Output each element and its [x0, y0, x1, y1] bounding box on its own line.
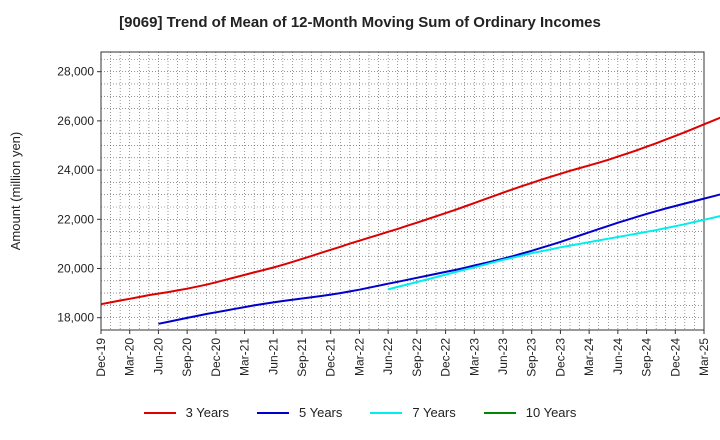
legend: 3 Years 5 Years 7 Years 10 Years: [0, 405, 720, 420]
x-tick-label: Mar-22: [352, 338, 366, 376]
x-tick-label: Dec-20: [209, 338, 223, 377]
x-tick-label: Dec-22: [439, 338, 453, 377]
legend-item-5-years: 5 Years: [257, 405, 342, 420]
x-tick-label: Mar-24: [582, 338, 596, 376]
legend-item-3-years: 3 Years: [143, 405, 229, 420]
x-tick-label: Dec-23: [553, 338, 567, 377]
legend-swatch: [143, 411, 176, 414]
y-tick-label: 22,000: [57, 212, 94, 226]
y-tick-label: 24,000: [57, 163, 94, 177]
x-tick-label: Mar-23: [467, 338, 481, 376]
chart-title: [9069] Trend of Mean of 12-Month Moving …: [119, 14, 601, 31]
legend-item-10-years: 10 Years: [483, 405, 577, 420]
x-tick-label: Dec-24: [668, 338, 682, 377]
x-tick-label: Jun-24: [611, 338, 625, 375]
x-tick-label: Jun-23: [496, 338, 510, 375]
x-tick-label: Mar-21: [238, 338, 252, 376]
series-line-7-years: [387, 215, 720, 291]
legend-swatch: [483, 411, 516, 414]
x-tick-label: Sep-23: [525, 338, 539, 377]
y-axis: 18,000 20,000 22,000 24,000 26,000 28,000: [57, 65, 101, 325]
x-tick-label: Sep-24: [640, 338, 654, 377]
series-line-3-years: [100, 116, 720, 306]
legend-label: 3 Years: [185, 405, 229, 420]
y-tick-label: 28,000: [57, 65, 94, 79]
legend-swatch: [370, 411, 403, 414]
y-tick-label: 26,000: [57, 114, 94, 128]
x-tick-label: Sep-21: [295, 338, 309, 377]
x-tick-label: Mar-20: [123, 338, 137, 376]
y-tick-label: 18,000: [57, 311, 94, 325]
series-line-5-years: [158, 193, 720, 325]
y-tick-label: 20,000: [57, 261, 94, 275]
x-tick-label: Jun-21: [266, 338, 280, 375]
x-tick-label: Jun-20: [151, 338, 165, 375]
x-tick-label: Mar-25: [697, 338, 711, 376]
x-tick-label: Jun-22: [381, 338, 395, 375]
plot-frame: [100, 51, 705, 331]
x-tick-label: Sep-20: [180, 338, 194, 377]
legend-label: 10 Years: [525, 405, 577, 420]
legend-label: 7 Years: [412, 405, 456, 420]
x-tick-label: Dec-19: [94, 338, 108, 377]
x-tick-label: Dec-21: [324, 338, 338, 377]
x-axis: Dec-19 Mar-20 Jun-20 Sep-20 Dec-20 Mar-21 Jun-…: [94, 330, 711, 377]
x-tick-label: Sep-22: [410, 338, 424, 377]
series-group: [100, 116, 720, 325]
legend-label: 5 Years: [299, 405, 343, 420]
legend-item-7-years: 7 Years: [370, 405, 456, 420]
legend-swatch: [257, 411, 289, 414]
y-axis-label: Amount (million yen): [8, 132, 23, 251]
